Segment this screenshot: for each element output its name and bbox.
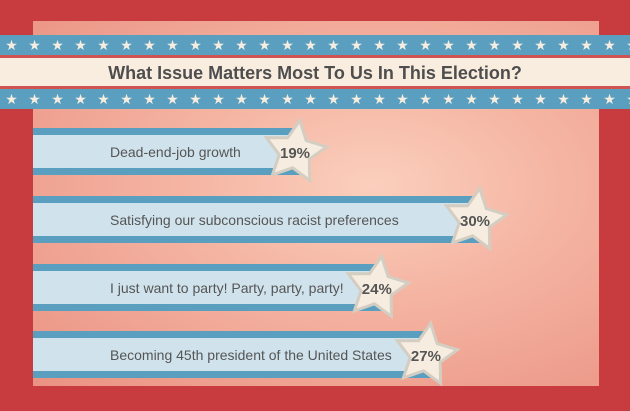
- star-icon: ★: [28, 37, 41, 53]
- star-icon: [263, 117, 330, 184]
- star-icon: ★: [5, 91, 18, 107]
- star-icon: ★: [235, 91, 248, 107]
- star-icon: ★: [304, 91, 317, 107]
- star-icon: ★: [97, 91, 110, 107]
- star-icon: ★: [143, 91, 156, 107]
- bar-label: I just want to party! Party, party, part…: [110, 280, 344, 296]
- star-icon: ★: [511, 37, 524, 53]
- star-icon: ★: [603, 37, 616, 53]
- star-icon: ★: [51, 37, 64, 53]
- star-icon: ★: [534, 91, 547, 107]
- star-icon: ★: [212, 91, 225, 107]
- star-icon: ★: [396, 37, 409, 53]
- star-icon: ★: [442, 91, 455, 107]
- star-icon: ★: [120, 91, 133, 107]
- chart-title: What Issue Matters Most To Us In This El…: [108, 63, 522, 83]
- value-label: 30%: [460, 213, 490, 230]
- star-icon: ★: [557, 37, 570, 53]
- star-icon: ★: [580, 37, 593, 53]
- star-icon: ★: [373, 91, 386, 107]
- star-icon: ★: [189, 91, 202, 107]
- star-icon: ★: [5, 37, 18, 53]
- star-icon: ★: [580, 91, 593, 107]
- bar: [33, 203, 470, 236]
- star-icon: ★: [557, 91, 570, 107]
- star-icon: ★: [143, 37, 156, 53]
- value-label: 19%: [280, 145, 310, 162]
- star-icon: ★: [166, 91, 179, 107]
- star-icon: ★: [373, 37, 386, 53]
- star-icon: ★: [74, 37, 87, 53]
- star-icon: ★: [327, 91, 340, 107]
- star-icon: [394, 320, 461, 387]
- star-icon: ★: [419, 91, 432, 107]
- star-icon: ★: [465, 91, 478, 107]
- star-icon: ★: [258, 37, 271, 53]
- bar-label: Satisfying our subconscious racist prefe…: [110, 212, 399, 228]
- bar: [33, 271, 372, 304]
- star-icon: ★: [419, 37, 432, 53]
- star-icon: ★: [511, 91, 524, 107]
- star-icon: ★: [235, 37, 248, 53]
- star-icon: ★: [304, 37, 317, 53]
- star-icon: ★: [488, 91, 501, 107]
- star-icon: ★: [350, 91, 363, 107]
- star-icon: ★: [258, 91, 271, 107]
- star-icon: [345, 253, 412, 320]
- bar-label: Becoming 45th president of the United St…: [110, 347, 392, 363]
- star-icon: ★: [465, 37, 478, 53]
- star-icon: ★: [28, 91, 41, 107]
- title-band: What Issue Matters Most To Us In This El…: [0, 58, 630, 86]
- star-icon: ★: [51, 91, 64, 107]
- star-icon: ★: [603, 91, 616, 107]
- bar: [33, 338, 421, 371]
- star-icon: [443, 185, 510, 252]
- star-icon: ★: [212, 37, 225, 53]
- star-icon: ★: [442, 37, 455, 53]
- bar-label: Dead-end-job growth: [110, 144, 241, 160]
- star-icon: ★: [281, 37, 294, 53]
- star-icon: ★: [97, 37, 110, 53]
- star-icon: ★: [621, 89, 630, 109]
- star-icon: ★: [327, 37, 340, 53]
- star-icon: ★: [120, 37, 133, 53]
- star-icon: ★: [396, 91, 409, 107]
- value-label: 27%: [411, 348, 441, 365]
- star-strip-bottom: ★ ★ ★ ★ ★ ★ ★ ★ ★ ★ ★ ★ ★ ★ ★ ★ ★ ★ ★ ★ ★ ★ ★ ★ ★ ★ ★ ★: [0, 86, 630, 109]
- star-icon: ★: [534, 37, 547, 53]
- star-icon: ★: [488, 37, 501, 53]
- star-strip-top: ★ ★ ★ ★ ★ ★ ★ ★ ★ ★ ★ ★ ★ ★ ★ ★ ★ ★ ★ ★ ★ ★ ★ ★ ★ ★ ★ ★: [0, 35, 630, 58]
- value-label: 24%: [362, 281, 392, 298]
- star-icon: ★: [189, 37, 202, 53]
- star-icon: ★: [281, 91, 294, 107]
- star-icon: ★: [74, 91, 87, 107]
- star-icon: ★: [621, 35, 630, 55]
- star-icon: ★: [350, 37, 363, 53]
- star-icon: ★: [166, 37, 179, 53]
- bar: [33, 135, 290, 168]
